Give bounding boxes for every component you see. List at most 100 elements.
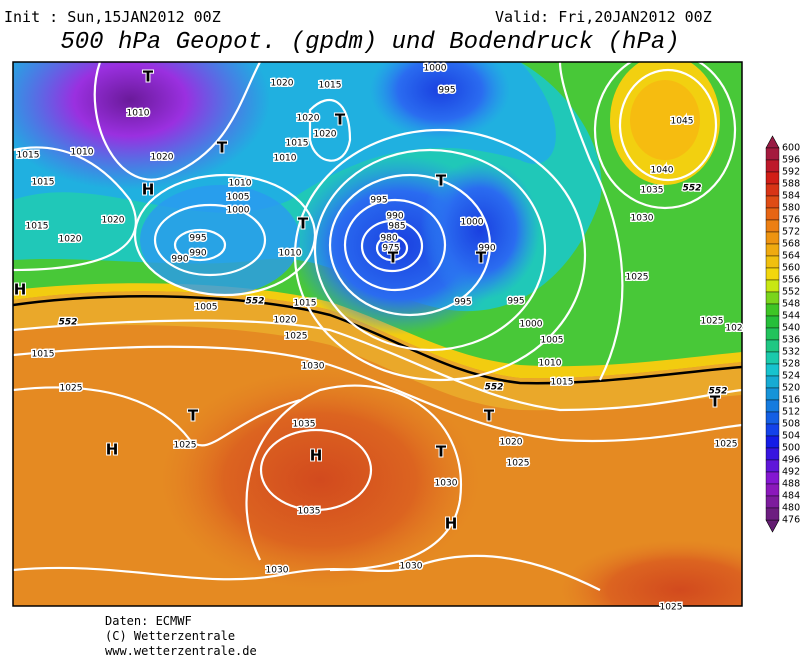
isobar-label: 1025 [626,273,649,283]
colorbar-segment [765,147,780,161]
colorbar-segment [765,279,780,293]
geopotential-label: 552 [485,383,504,393]
init-time: Init : Sun,15JAN2012 00Z [4,8,221,26]
isobar-label: 995 [454,298,471,308]
isobar-label: 1025 [60,384,83,394]
colorbar-label: 524 [782,371,800,382]
colorbar-label: 520 [782,383,800,394]
pressure-center: H [445,515,458,533]
colorbar-segment [765,267,780,281]
map-field [13,62,742,606]
pressure-center: T [710,393,721,411]
colorbar-segment [765,243,780,257]
colorbar-segment [765,159,780,173]
colorbar-label: 492 [782,467,800,478]
pressure-center: H [142,181,155,199]
colorbar-label: 540 [782,323,800,334]
isobar-label: 995 [189,234,206,244]
isobar-label: 1015 [551,378,574,388]
geopotential-label: 552 [59,318,78,328]
colorbar-segment [765,375,780,389]
colorbar-label: 568 [782,239,800,250]
colorbar-label: 596 [782,155,800,166]
colorbar-label: 588 [782,179,800,190]
isobar-label: 1015 [286,139,309,149]
isobar-label: 1020 [274,316,297,326]
isobar-label: 1040 [651,166,674,176]
map-title: 500 hPa Geopot. (gpdm) und Bodendruck (h… [60,29,679,56]
isobar-label: 1005 [195,303,218,313]
colorbar-label: 508 [782,419,800,430]
isobar-label: 102 [725,324,742,334]
map-labels: T 1020 1015 1000 995 1010 1020 T 1020 1015 T 1015 10… [13,62,744,614]
colorbar-segment [765,387,780,401]
isobar-label: 1020 [102,216,125,226]
colorbar-cap [765,135,780,149]
colorbar-label: 504 [782,431,800,442]
isobar-label: 1015 [26,222,49,232]
colorbar-label: 576 [782,215,800,226]
geopotential-label: 552 [246,297,265,307]
pressure-center: H [106,441,119,459]
isobar-label: 1000 [227,206,250,216]
colorbar-segment [765,435,780,449]
pressure-center: T [436,443,447,461]
colorbar-segment [765,411,780,425]
colorbar-segment [765,507,780,521]
isobar-label: 995 [370,196,387,206]
colorbar-segment [765,483,780,497]
pressure-center: H [310,447,323,465]
isobar-label: 990 [189,249,206,259]
isobar-label: 1030 [266,566,289,576]
isobar-label: 1015 [32,350,55,360]
isobar-label: 1025 [174,441,197,451]
colorbar-label: 500 [782,443,800,454]
isobar-label: 1005 [541,336,564,346]
pressure-center: H [14,281,27,299]
colorbar-segment [765,315,780,329]
isobar-label: 990 [171,255,188,265]
colorbar-segment [765,363,780,377]
pressure-center: T [484,407,495,425]
colorbar-segment [765,303,780,317]
colorbar-label: 528 [782,359,800,370]
isobar-label: 990 [386,212,403,222]
pressure-center: T [298,215,309,233]
pressure-center: T [476,249,487,267]
isobar-label: 995 [438,86,455,96]
pressure-center: T [217,139,228,157]
isobar-label: 1020 [314,130,337,140]
colorbar-segment [765,171,780,185]
isobar-label: 1010 [539,359,562,369]
pressure-center: T [436,172,447,190]
colorbar-segment [765,459,780,473]
isobar-label: 1000 [424,64,447,74]
pressure-center: T [143,68,154,86]
pressure-center: T [388,249,399,267]
colorbar-segment [765,219,780,233]
colorbar-label: 552 [782,287,800,298]
isobar-label: 1035 [641,186,664,196]
colorbar-label: 580 [782,203,800,214]
colorbar-segment [765,339,780,353]
colorbar-segment [765,351,780,365]
footer-line: www.wetterzentrale.de [105,644,257,658]
valid-time: Valid: Fri,20JAN2012 00Z [495,8,712,26]
colorbar-segment [765,399,780,413]
colorbar-segment [765,195,780,209]
pressure-center: T [188,407,199,425]
colorbar-cap [765,519,780,533]
colorbar-segment [765,447,780,461]
isobar-label: 1030 [302,362,325,372]
isobar-label: 1030 [400,562,423,572]
isobar-label: 1015 [32,178,55,188]
isobar-label: 975 [382,244,399,254]
colorbar-label: 564 [782,251,800,262]
isobar-label: 1000 [461,218,484,228]
colorbar-label: 560 [782,263,800,274]
colorbar-label: 480 [782,503,800,514]
isobar-label: 1020 [151,153,174,163]
isobar-label: 1025 [701,317,724,327]
isobar-label: 1035 [293,420,316,430]
